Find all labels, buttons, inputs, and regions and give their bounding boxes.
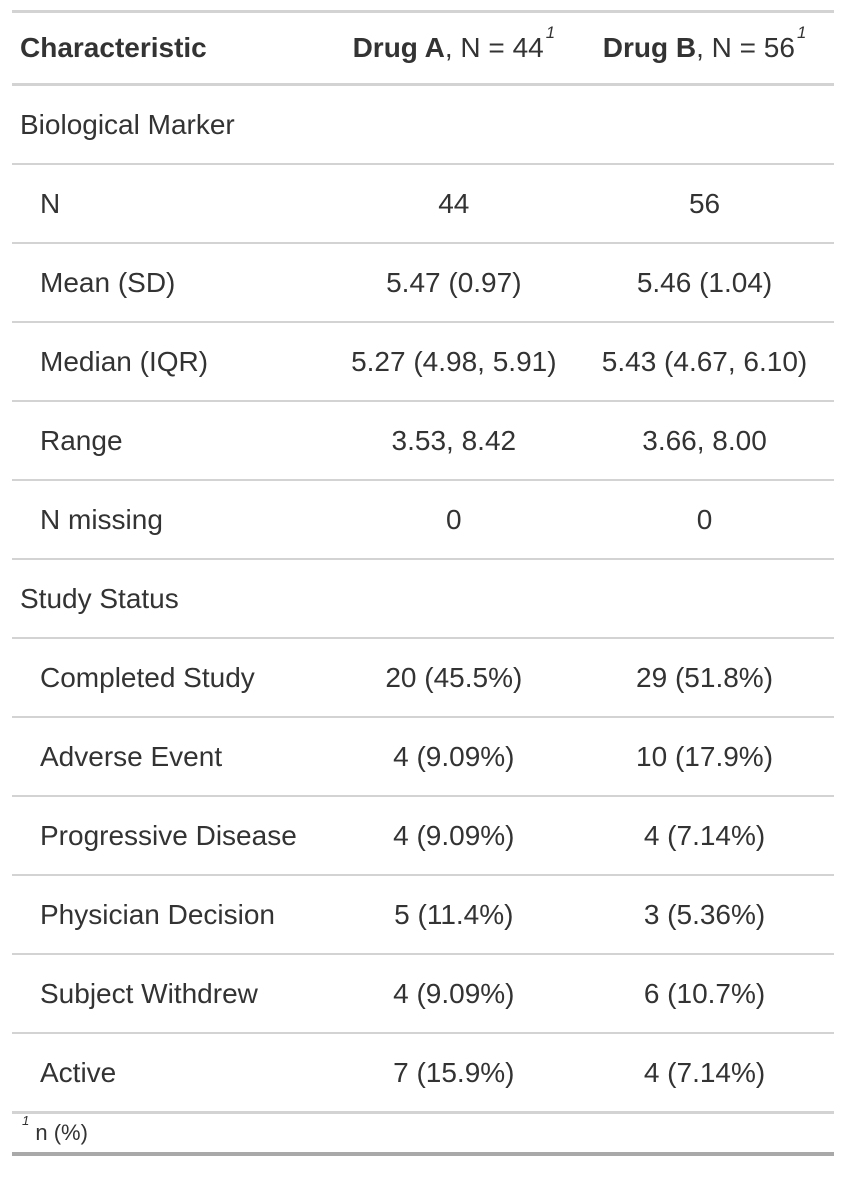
row-label: Completed Study	[12, 638, 333, 718]
drug-b-value: 10 (17.9%)	[575, 717, 834, 797]
drug-a-value: 5 (11.4%)	[332, 875, 576, 955]
footnote-text: n (%)	[35, 1120, 88, 1145]
drug-b-value: 6 (10.7%)	[575, 954, 834, 1034]
drug-a-value: 4 (9.09%)	[332, 954, 576, 1034]
drug-b-value	[575, 84, 834, 165]
header-row: Characteristic Drug A, N = 44 1 Drug B, N…	[12, 12, 834, 85]
row-label: Progressive Disease	[12, 796, 333, 876]
table-header: Characteristic Drug A, N = 44 1 Drug B, N…	[12, 12, 834, 85]
table-row-group: Study Status	[12, 559, 834, 639]
drug-a-value: 44	[332, 164, 576, 244]
drug-b-value: 3.66, 8.00	[575, 401, 834, 481]
table-row: Physician Decision 5 (11.4%) 3 (5.36%)	[12, 875, 834, 955]
group-label: Study Status	[12, 559, 333, 639]
drug-a-value: 5.47 (0.97)	[332, 243, 576, 323]
table-row: Median (IQR) 5.27 (4.98, 5.91) 5.43 (4.6…	[12, 322, 834, 402]
drug-b-value: 56	[575, 164, 834, 244]
drug-b-value: 3 (5.36%)	[575, 875, 834, 955]
drug-b-name: Drug B	[602, 32, 697, 63]
drug-a-value	[332, 84, 576, 165]
table-row: Completed Study 20 (45.5%) 29 (51.8%)	[12, 638, 834, 718]
drug-b-value	[575, 559, 834, 639]
table-row: N 44 56	[12, 164, 834, 244]
drug-a-value: 0	[332, 480, 576, 560]
drug-b-value: 29 (51.8%)	[575, 638, 834, 718]
footnote-row: 1 n (%)	[12, 1113, 834, 1155]
table-row-group: Biological Marker	[12, 84, 834, 165]
row-label: Active	[12, 1033, 333, 1114]
column-header-drug-a: Drug A, N = 44 1	[333, 12, 575, 85]
column-header-drug-b: Drug B, N = 56 1	[575, 12, 834, 85]
table-row: Active 7 (15.9%) 4 (7.14%)	[12, 1033, 834, 1114]
drug-a-value: 20 (45.5%)	[332, 638, 576, 718]
summary-table: Characteristic Drug A, N = 44 1 Drug B, N…	[12, 10, 834, 1156]
drug-b-n-label: , N = 56	[696, 32, 795, 63]
drug-a-name: Drug A	[352, 32, 445, 63]
row-label: Adverse Event	[12, 717, 333, 797]
row-label: N missing	[12, 480, 333, 560]
table-row: Subject Withdrew 4 (9.09%) 6 (10.7%)	[12, 954, 834, 1034]
drug-a-value: 4 (9.09%)	[332, 796, 576, 876]
drug-b-value: 5.46 (1.04)	[575, 243, 834, 323]
table-row: N missing 0 0	[12, 480, 834, 560]
drug-a-value: 4 (9.09%)	[332, 717, 576, 797]
footnote-marker-icon: 1	[22, 1113, 30, 1129]
table-row: Progressive Disease 4 (9.09%) 4 (7.14%)	[12, 796, 834, 876]
drug-b-value: 4 (7.14%)	[575, 1033, 834, 1114]
drug-a-value: 5.27 (4.98, 5.91)	[332, 322, 576, 402]
drug-b-value: 0	[575, 480, 834, 560]
row-label: N	[12, 164, 333, 244]
table-row: Range 3.53, 8.42 3.66, 8.00	[12, 401, 834, 481]
row-label: Mean (SD)	[12, 243, 333, 323]
table-row: Mean (SD) 5.47 (0.97) 5.46 (1.04)	[12, 243, 834, 323]
column-header-characteristic: Characteristic	[20, 32, 207, 63]
row-label: Range	[12, 401, 333, 481]
table-footnote: 1 n (%)	[12, 1113, 834, 1155]
row-label: Physician Decision	[12, 875, 333, 955]
footnote-marker-icon: 1	[796, 23, 807, 43]
drug-a-n-label: , N = 44	[444, 32, 544, 63]
drug-a-value: 7 (15.9%)	[332, 1033, 576, 1114]
drug-b-value: 5.43 (4.67, 6.10)	[575, 322, 834, 402]
table-row: Adverse Event 4 (9.09%) 10 (17.9%)	[12, 717, 834, 797]
table-body: Biological Marker N 44 56 Mean (SD) 5.47…	[12, 84, 834, 1114]
row-label: Subject Withdrew	[12, 954, 333, 1034]
row-label: Median (IQR)	[12, 322, 333, 402]
drug-b-value: 4 (7.14%)	[575, 796, 834, 876]
group-label: Biological Marker	[12, 84, 333, 165]
footnote-marker-icon: 1	[545, 23, 556, 43]
drug-a-value: 3.53, 8.42	[332, 401, 576, 481]
table-footer: 1 n (%)	[12, 1113, 834, 1155]
drug-a-value	[332, 559, 576, 639]
